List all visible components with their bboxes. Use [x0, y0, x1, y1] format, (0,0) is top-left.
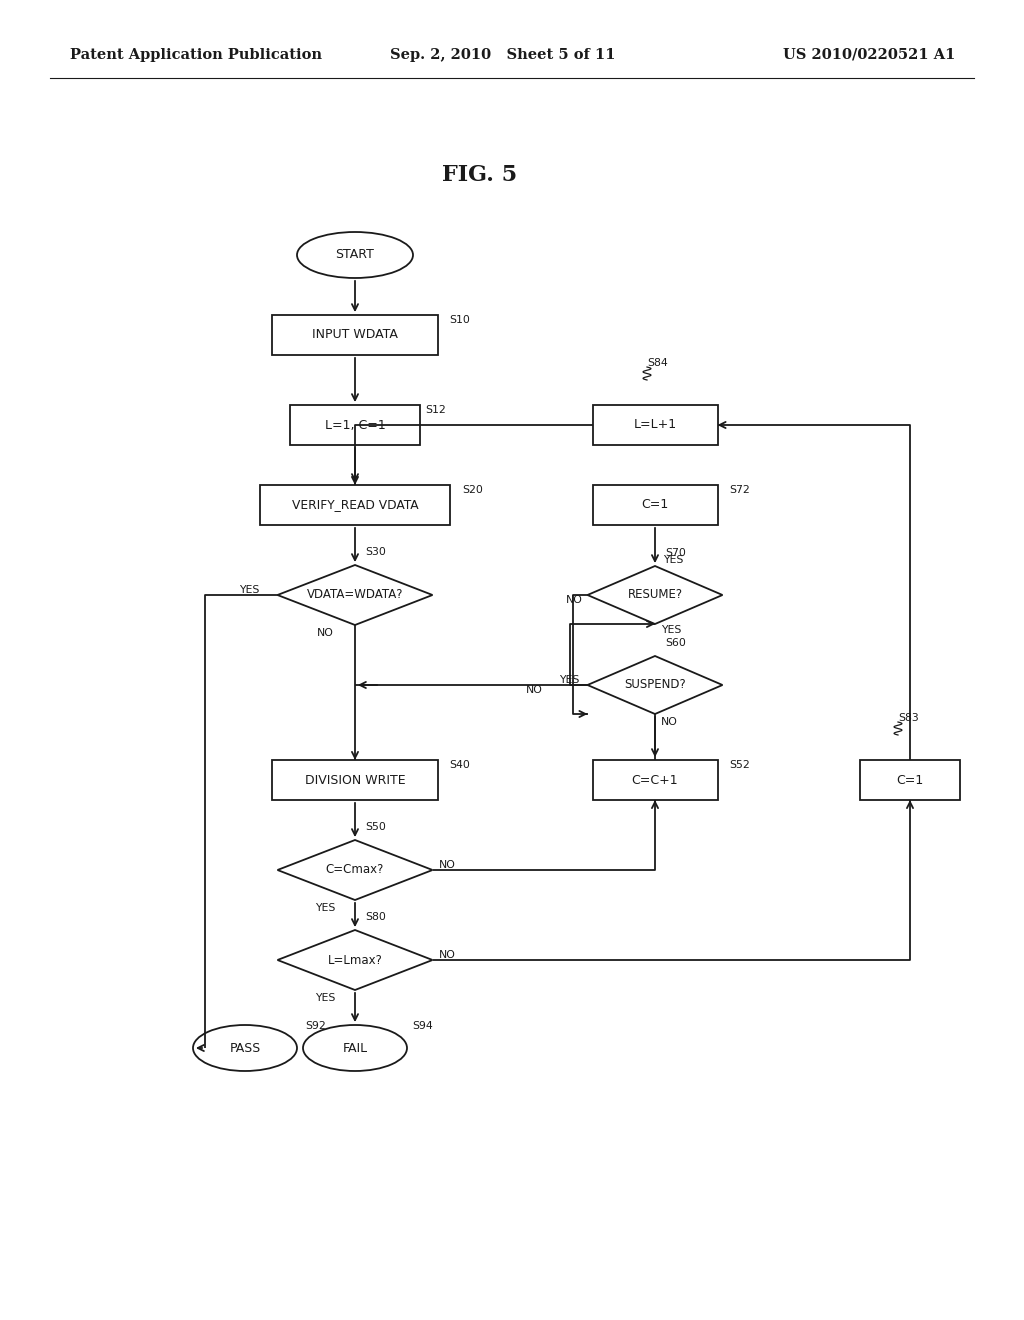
Text: S52: S52: [729, 760, 751, 770]
Text: S20: S20: [462, 484, 483, 495]
Text: S80: S80: [365, 912, 386, 921]
Text: NO: NO: [438, 950, 456, 960]
Text: S83: S83: [898, 713, 919, 723]
Text: YES: YES: [663, 554, 683, 565]
Text: VDATA=WDATA?: VDATA=WDATA?: [307, 589, 403, 602]
Text: S84: S84: [647, 358, 668, 368]
Text: L=L+1: L=L+1: [634, 418, 677, 432]
Text: YES: YES: [662, 624, 681, 635]
Polygon shape: [278, 931, 432, 990]
Text: RESUME?: RESUME?: [628, 589, 683, 602]
Text: FAIL: FAIL: [342, 1041, 368, 1055]
Text: FIG. 5: FIG. 5: [442, 164, 517, 186]
Polygon shape: [278, 565, 432, 624]
Text: Sep. 2, 2010   Sheet 5 of 11: Sep. 2, 2010 Sheet 5 of 11: [390, 48, 615, 62]
Text: C=C+1: C=C+1: [632, 774, 678, 787]
Text: S12: S12: [425, 405, 445, 414]
Text: S60: S60: [665, 638, 686, 648]
Polygon shape: [588, 656, 723, 714]
Text: L=Lmax?: L=Lmax?: [328, 953, 382, 966]
FancyBboxPatch shape: [260, 484, 450, 525]
Text: YES: YES: [315, 993, 336, 1003]
Text: S92: S92: [305, 1020, 326, 1031]
Polygon shape: [278, 840, 432, 900]
Text: YES: YES: [559, 675, 580, 685]
FancyBboxPatch shape: [272, 315, 437, 355]
Text: NO: NO: [525, 685, 543, 696]
Text: YES: YES: [315, 903, 336, 913]
Text: VERIFY_READ VDATA: VERIFY_READ VDATA: [292, 499, 419, 511]
FancyBboxPatch shape: [272, 760, 437, 800]
Text: SUSPEND?: SUSPEND?: [624, 678, 686, 692]
Text: S40: S40: [450, 760, 470, 770]
Text: S50: S50: [365, 822, 386, 832]
Text: PASS: PASS: [229, 1041, 261, 1055]
Text: S70: S70: [665, 548, 686, 558]
Text: Patent Application Publication: Patent Application Publication: [70, 48, 322, 62]
Text: S30: S30: [365, 546, 386, 557]
Text: INPUT WDATA: INPUT WDATA: [312, 329, 398, 342]
FancyBboxPatch shape: [860, 760, 961, 800]
FancyBboxPatch shape: [593, 405, 718, 445]
Text: C=1: C=1: [641, 499, 669, 511]
FancyBboxPatch shape: [290, 405, 420, 445]
FancyBboxPatch shape: [593, 760, 718, 800]
Text: YES: YES: [240, 585, 259, 595]
Text: C=1: C=1: [896, 774, 924, 787]
Ellipse shape: [303, 1026, 407, 1071]
Text: DIVISION WRITE: DIVISION WRITE: [305, 774, 406, 787]
Text: START: START: [336, 248, 375, 261]
FancyBboxPatch shape: [593, 484, 718, 525]
Text: L=1, C=1: L=1, C=1: [325, 418, 385, 432]
Ellipse shape: [297, 232, 413, 279]
Text: S10: S10: [450, 315, 470, 325]
Text: NO: NO: [565, 595, 583, 605]
Text: NO: NO: [438, 861, 456, 870]
Text: US 2010/0220521 A1: US 2010/0220521 A1: [782, 48, 955, 62]
Polygon shape: [588, 566, 723, 624]
Text: NO: NO: [317, 628, 334, 638]
Text: NO: NO: [662, 717, 678, 727]
Text: S72: S72: [729, 484, 751, 495]
Text: C=Cmax?: C=Cmax?: [326, 863, 384, 876]
Ellipse shape: [193, 1026, 297, 1071]
Text: S94: S94: [412, 1020, 433, 1031]
